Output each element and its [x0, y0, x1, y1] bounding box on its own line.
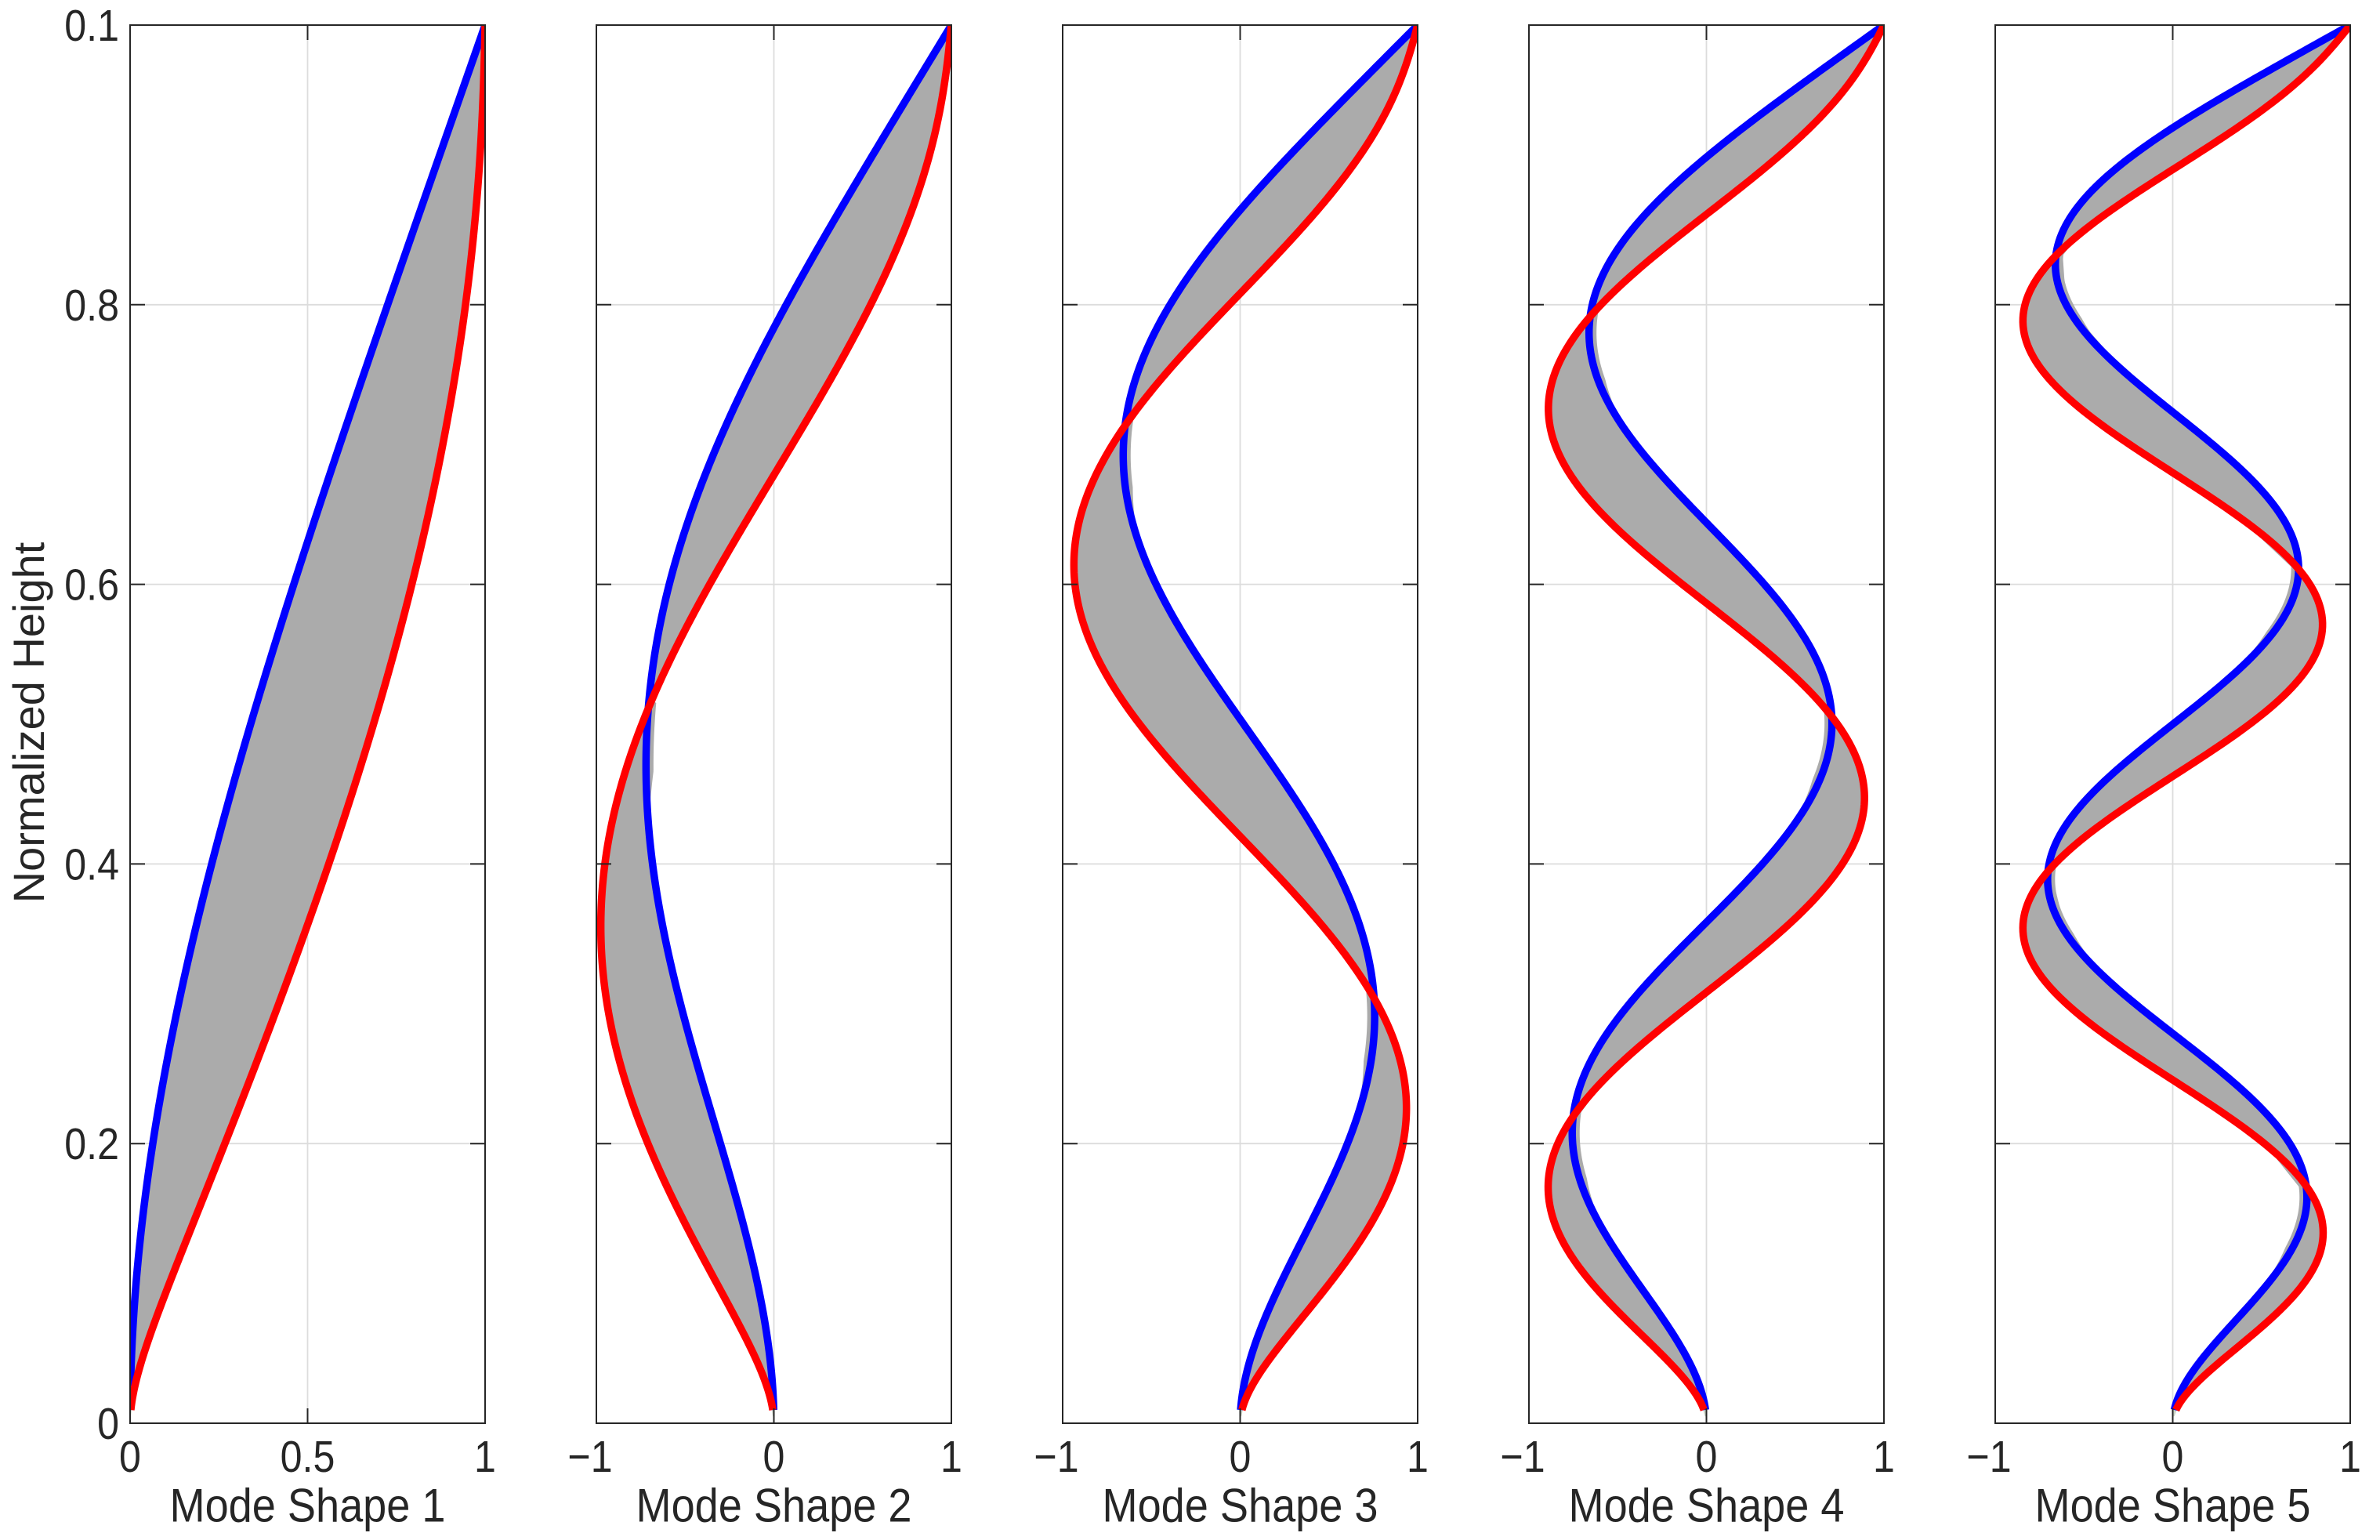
svg-text:1: 1: [1407, 1432, 1429, 1482]
svg-text:−1: −1: [1500, 1432, 1545, 1482]
svg-text:Normalized Height: Normalized Height: [4, 542, 53, 903]
svg-text:0.4: 0.4: [64, 839, 119, 890]
svg-text:0.8: 0.8: [64, 281, 119, 331]
svg-text:Mode Shape 3: Mode Shape 3: [1103, 1480, 1378, 1532]
svg-text:−1: −1: [1966, 1432, 2011, 1482]
svg-text:0.6: 0.6: [64, 560, 119, 611]
svg-text:Mode Shape 5: Mode Shape 5: [2035, 1480, 2311, 1532]
svg-text:Mode Shape 1: Mode Shape 1: [170, 1480, 446, 1532]
svg-text:Mode Shape 4: Mode Shape 4: [1569, 1480, 1845, 1532]
svg-text:0.2: 0.2: [64, 1119, 119, 1169]
svg-text:1: 1: [474, 1432, 496, 1482]
svg-text:0: 0: [763, 1432, 785, 1482]
svg-text:Mode Shape 2: Mode Shape 2: [636, 1480, 912, 1532]
svg-text:0: 0: [97, 1399, 119, 1449]
svg-text:0.5: 0.5: [281, 1432, 335, 1482]
svg-text:0: 0: [119, 1432, 141, 1482]
svg-text:−1: −1: [567, 1432, 612, 1482]
svg-text:1: 1: [940, 1432, 962, 1482]
svg-text:−1: −1: [1034, 1432, 1078, 1482]
svg-text:0: 0: [1230, 1432, 1252, 1482]
svg-text:0: 0: [2162, 1432, 2184, 1482]
svg-text:0.1: 0.1: [64, 1, 119, 51]
svg-text:0: 0: [1696, 1432, 1718, 1482]
svg-text:1: 1: [2339, 1432, 2361, 1482]
svg-text:1: 1: [1873, 1432, 1895, 1482]
